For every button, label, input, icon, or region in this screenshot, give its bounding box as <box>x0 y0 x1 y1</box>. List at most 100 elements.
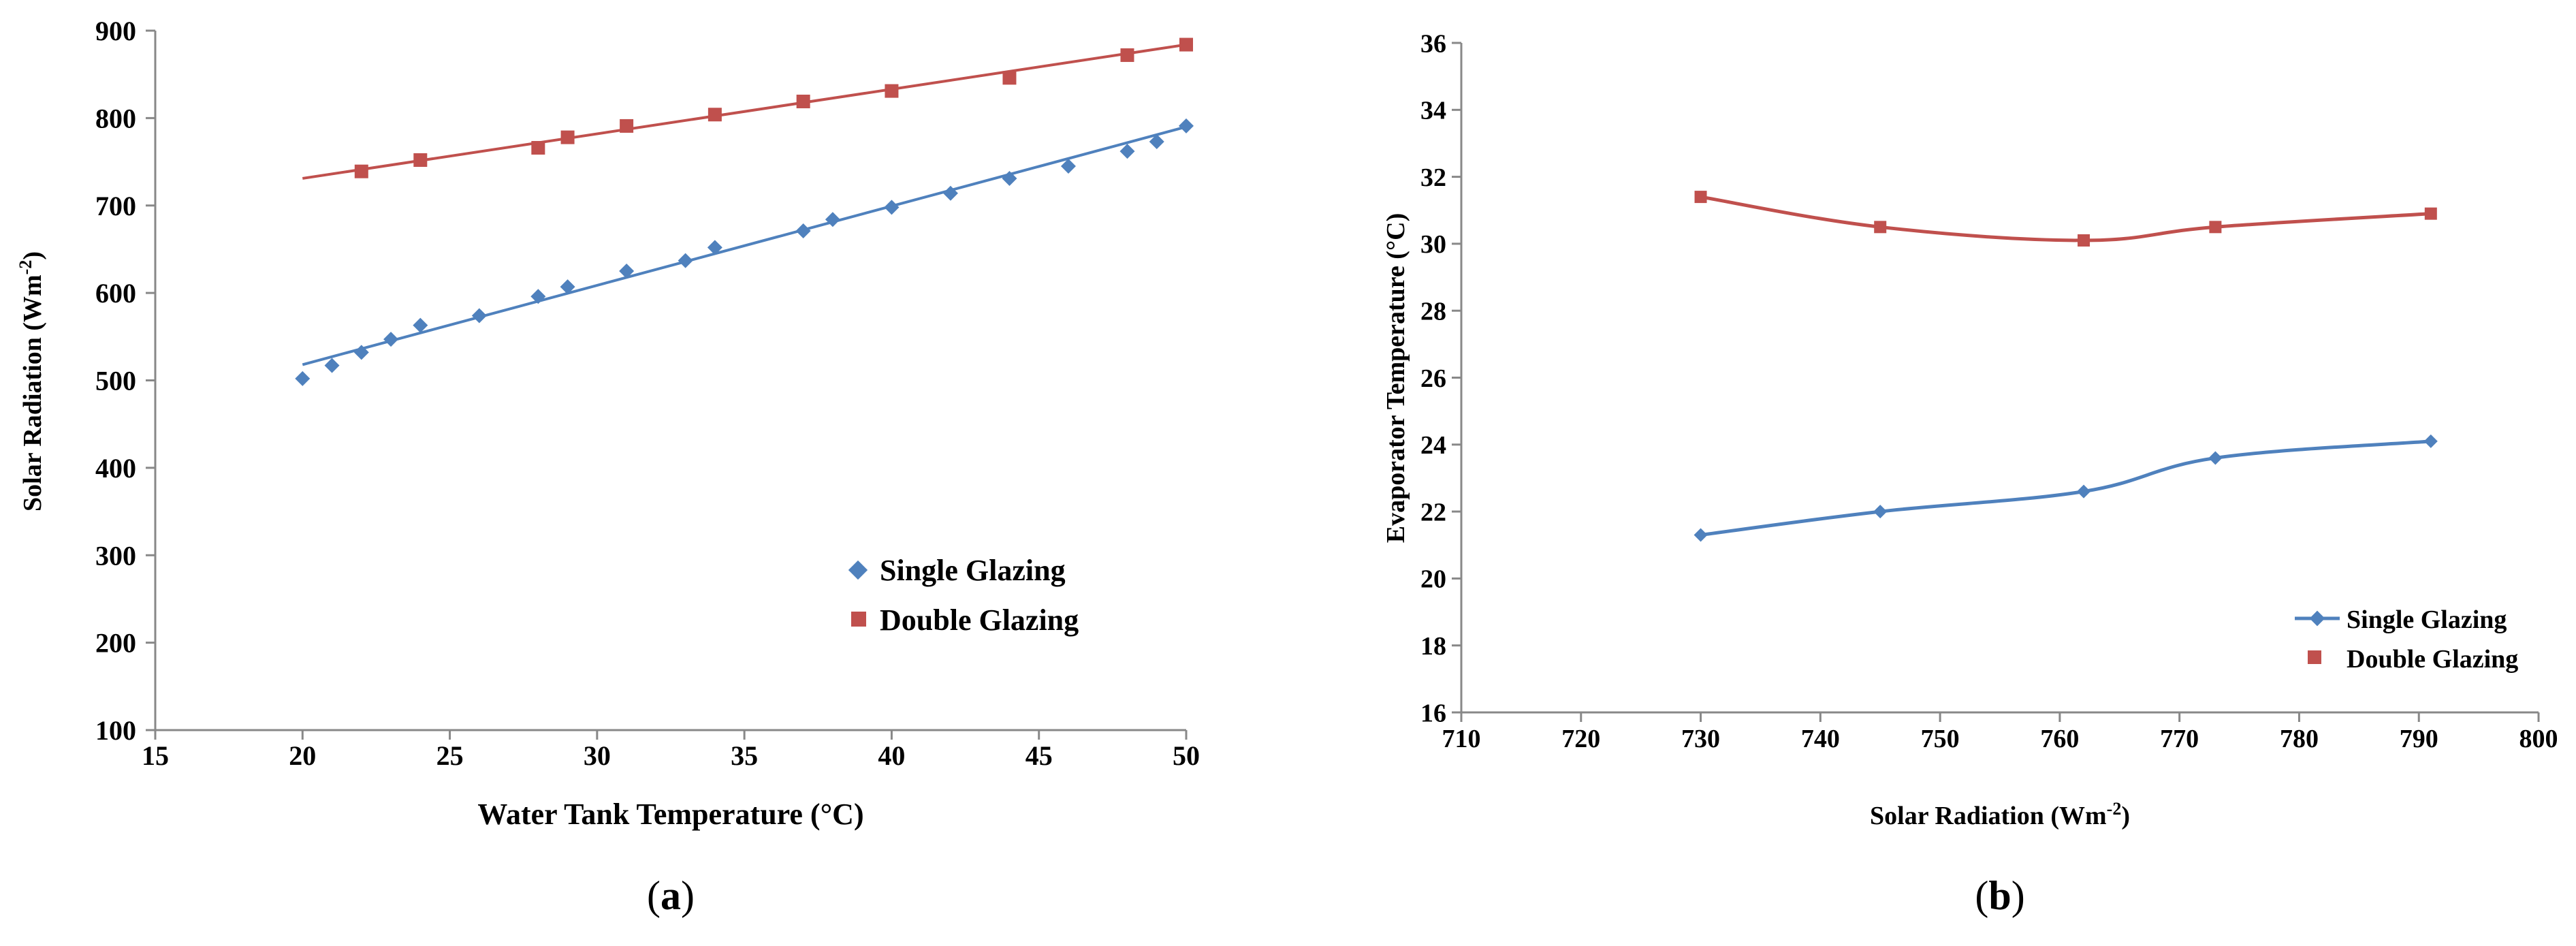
legend-b-single-marker <box>2309 610 2325 627</box>
chart-a-single-trendline <box>302 125 1187 366</box>
chart-a-legend: Single Glazing Double Glazing <box>848 554 1079 637</box>
chart-b-y-tick-label: 16 <box>1420 699 1446 727</box>
chart-b-single-point <box>2208 451 2223 465</box>
chart-a-single-point <box>353 345 369 360</box>
chart-a-double-trendline <box>302 43 1187 180</box>
legend-b-double-marker <box>2308 650 2321 664</box>
chart-b-double-point <box>1874 221 1887 234</box>
chart-a-x-tick-label: 35 <box>731 740 758 771</box>
chart-a-single-point <box>471 308 487 324</box>
chart-b-series-lines <box>1700 195 2431 537</box>
caption-a-letter: a <box>661 873 681 918</box>
chart-a-y-tick-label: 800 <box>95 103 136 133</box>
chart-b-double-point <box>2209 221 2222 234</box>
chart-a-double-point <box>531 141 545 155</box>
legend-a-double-label: Double Glazing <box>880 603 1079 637</box>
chart-b-x-label-end: ) <box>2121 802 2130 830</box>
chart-a-y-tick-label: 600 <box>95 278 136 309</box>
caption-b-close: ) <box>2011 873 2025 918</box>
chart-b-double-point <box>2078 234 2090 247</box>
chart-a-single-point <box>560 279 575 295</box>
chart-a-y-tick-label: 700 <box>95 191 136 221</box>
chart-a-y-tick-label: 200 <box>95 628 136 659</box>
chart-b-x-tick-label: 720 <box>1561 725 1600 753</box>
chart-b-x-tick-label: 750 <box>1921 725 1960 753</box>
chart-a-y-label-sup: -2 <box>16 260 35 275</box>
legend-a-single-label: Single Glazing <box>880 554 1066 587</box>
chart-a-y-tick-label: 300 <box>95 540 136 571</box>
chart-a-y-label-main: Solar Radiation (Wm <box>18 274 47 511</box>
chart-b-y-tick-label: 34 <box>1420 97 1446 125</box>
chart-a-x-tick-label: 50 <box>1173 740 1200 771</box>
chart-a-y-label-end: ) <box>18 251 47 260</box>
chart-b-double-point <box>2424 207 2437 220</box>
chart-b-y-tick-label: 28 <box>1420 298 1446 326</box>
chart-b-y-ticks: 16 18 20 22 24 26 28 30 32 34 36 <box>1420 29 1461 727</box>
chart-a-double-point <box>1002 71 1017 85</box>
caption-b-letter: b <box>1988 873 2011 918</box>
chart-a-y-tick-label: 400 <box>95 453 136 484</box>
chart-a-double-point <box>885 84 899 98</box>
chart-a-y-tick-label: 100 <box>95 715 136 746</box>
chart-a-y-axis-label: Solar Radiation (Wm-2) <box>16 251 47 511</box>
chart-a-double-point <box>1179 37 1193 52</box>
chart-a-single-point <box>1149 134 1164 150</box>
chart-b-y-axis-label: Evaporator Temperature (°C) <box>1382 213 1410 543</box>
chart-a-single-point <box>295 370 311 386</box>
chart-b-single-point <box>1694 528 1708 542</box>
chart-b-single-point <box>2077 484 2091 499</box>
chart-a-trendlines <box>302 43 1187 366</box>
chart-a-single-point <box>324 358 340 373</box>
chart-b-y-tick-label: 18 <box>1420 632 1446 661</box>
chart-a: 100 200 300 400 500 600 700 800 900 15 20 25 30 35 40… <box>16 16 1200 831</box>
chart-a-single-point <box>1179 118 1194 133</box>
chart-a-single-point <box>413 317 428 333</box>
caption-a-close: ) <box>681 873 695 918</box>
chart-a-double-point <box>796 94 810 108</box>
chart-b-single-line <box>1700 439 2431 537</box>
chart-b-x-label-sup: -2 <box>2107 799 2122 819</box>
chart-a-double-point <box>1120 48 1134 62</box>
chart-b-x-ticks: 710 720 730 740 750 760 770 780 790 800 <box>1442 712 2558 753</box>
chart-b-single-point <box>2423 434 2438 448</box>
caption-a-open: ( <box>647 873 661 918</box>
chart-a-x-tick-label: 15 <box>142 740 169 771</box>
chart-a-single-point <box>619 264 635 279</box>
legend-b-single-label: Single Glazing <box>2347 605 2507 634</box>
chart-b-y-tick-label: 30 <box>1420 230 1446 259</box>
chart-a-single-point <box>795 223 811 238</box>
chart-b-x-tick-label: 800 <box>2519 725 2558 753</box>
chart-b-y-tick-label: 32 <box>1420 163 1446 192</box>
chart-b-double-line <box>1700 195 2431 242</box>
chart-b-x-tick-label: 790 <box>2400 725 2438 753</box>
chart-a-single-point <box>678 253 693 268</box>
chart-b-x-tick-label: 770 <box>2160 725 2199 753</box>
chart-b-x-tick-label: 730 <box>1681 725 1720 753</box>
chart-b-double-point <box>1694 191 1707 204</box>
chart-b-x-tick-label: 760 <box>2040 725 2079 753</box>
chart-a-points <box>295 37 1194 386</box>
chart-a-y-tick-label: 900 <box>95 16 136 46</box>
chart-a-single-point <box>825 212 840 227</box>
chart-b-legend: Single Glazing Double Glazing <box>2295 605 2518 674</box>
chart-a-x-tick-label: 45 <box>1025 740 1053 771</box>
chart-b-y-tick-label: 20 <box>1420 565 1446 594</box>
chart-a-double-point <box>707 108 722 122</box>
chart-b-y-tick-label: 26 <box>1420 364 1446 393</box>
chart-a-single-point <box>884 200 900 215</box>
chart-a-x-ticks: 15 20 25 30 35 40 45 50 <box>142 730 1200 771</box>
chart-a-double-point <box>560 130 575 144</box>
chart-b-x-tick-label: 780 <box>2280 725 2319 753</box>
chart-a-x-axis-label: Water Tank Temperature (°C) <box>477 798 863 831</box>
chart-b-x-axis-label: Solar Radiation (Wm-2) <box>1870 799 2130 830</box>
chart-a-y-tick-label: 500 <box>95 366 136 396</box>
caption-a: (a) <box>647 873 695 918</box>
chart-a-single-point <box>383 332 399 347</box>
chart-a-single-point <box>1119 144 1135 159</box>
chart-a-double-point <box>620 119 634 133</box>
chart-b-x-tick-label: 740 <box>1801 725 1840 753</box>
chart-b: 16 18 20 22 24 26 28 30 32 34 36 710 720 730 740 750 76… <box>1382 29 2558 830</box>
chart-b-points <box>1694 191 2438 542</box>
chart-b-x-label-main: Solar Radiation (Wm <box>1870 802 2107 830</box>
